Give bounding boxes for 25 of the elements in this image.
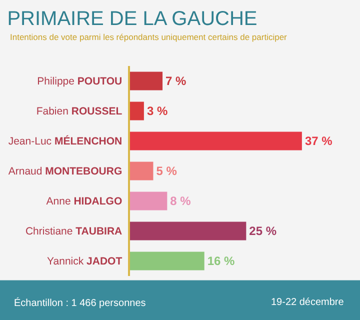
chart-subtitle: Intentions de vote parmi les répondants uniquement certains de participer (10, 32, 288, 42)
y-tick-label: Yannick JADOT (47, 256, 123, 268)
y-tick-label: Arnaud MONTEBOURG (8, 166, 122, 178)
chart-title: PRIMAIRE DE LA GAUCHE (7, 8, 258, 30)
bar (130, 252, 204, 270)
data-label: 16 % (207, 254, 236, 268)
y-tick-label: Jean-Luc MÉLENCHON (8, 134, 122, 148)
data-label: 3 % (146, 104, 168, 118)
bar (130, 132, 302, 150)
y-tick-label: Fabien ROUSSEL (36, 106, 123, 118)
bar (130, 162, 154, 180)
y-tick-label: Anne HIDALGO (46, 196, 122, 208)
bar (130, 72, 163, 90)
data-label: 8 % (170, 194, 192, 208)
y-tick-label: Philippe POUTOU (37, 76, 122, 88)
bar (130, 192, 168, 210)
data-label: 37 % (304, 134, 333, 148)
text: 19-22 décembre (271, 297, 344, 308)
bar (130, 102, 144, 120)
data-label: 7 % (166, 74, 187, 88)
data-label: 25 % (249, 224, 277, 238)
data-label: 5 % (156, 164, 178, 178)
bar (130, 222, 246, 240)
y-tick-label: Christiane TAUBIRA (25, 226, 123, 238)
text: Échantillon : 1 466 personnes (14, 297, 146, 309)
